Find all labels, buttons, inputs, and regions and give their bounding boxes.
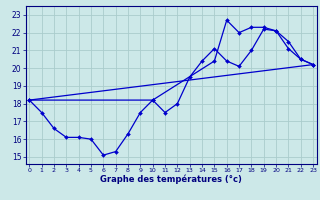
X-axis label: Graphe des températures (°c): Graphe des températures (°c) (100, 175, 242, 184)
